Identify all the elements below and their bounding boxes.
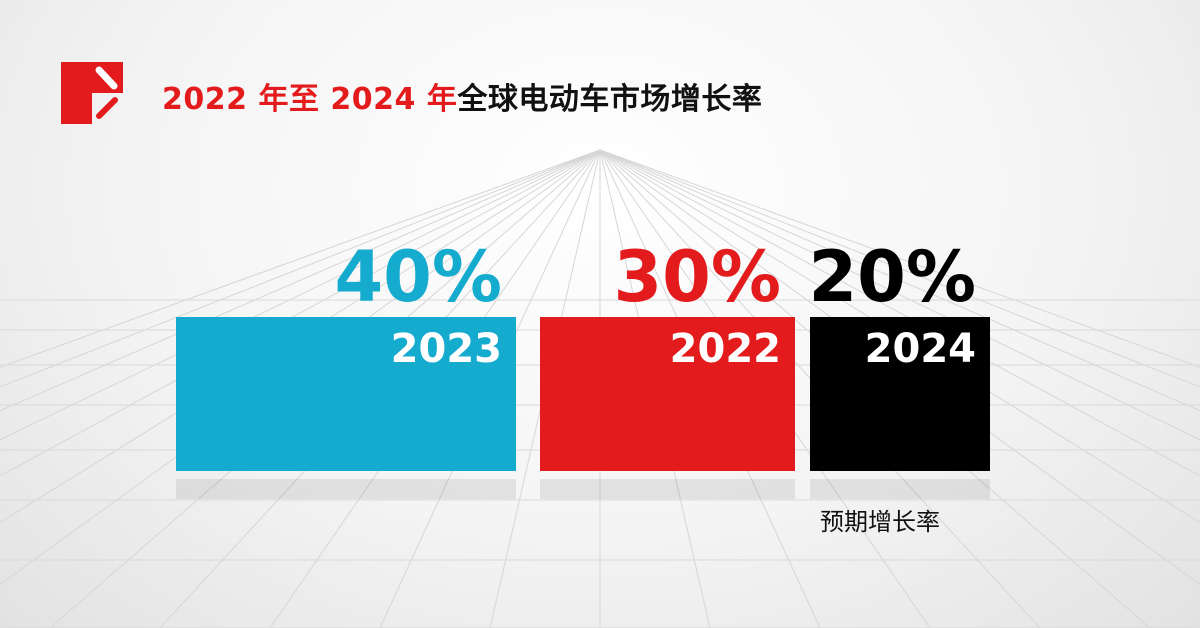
bar-shadow xyxy=(810,479,990,499)
title-text: 全球电动车市场增长率 xyxy=(457,82,763,117)
bar-2024 xyxy=(810,317,990,471)
bar-shadow xyxy=(176,479,516,499)
title-years: 2022 年至 2024 年 xyxy=(162,82,458,117)
value-label: 20% xyxy=(808,236,976,318)
category-label: 2023 xyxy=(391,326,502,372)
category-label: 2022 xyxy=(670,326,781,372)
value-label: 40% xyxy=(334,236,502,318)
value-label: 30% xyxy=(613,236,781,318)
chart-title: 2022 年至 2024 年全球电动车市场增长率 xyxy=(162,74,762,118)
bar-2022 xyxy=(540,317,795,471)
brand-logo xyxy=(61,62,123,124)
expected-growth-note: 预期增长率 xyxy=(820,508,940,536)
bar-2023 xyxy=(176,317,516,471)
bar-shadow xyxy=(540,479,795,499)
category-label: 2024 xyxy=(865,326,976,372)
